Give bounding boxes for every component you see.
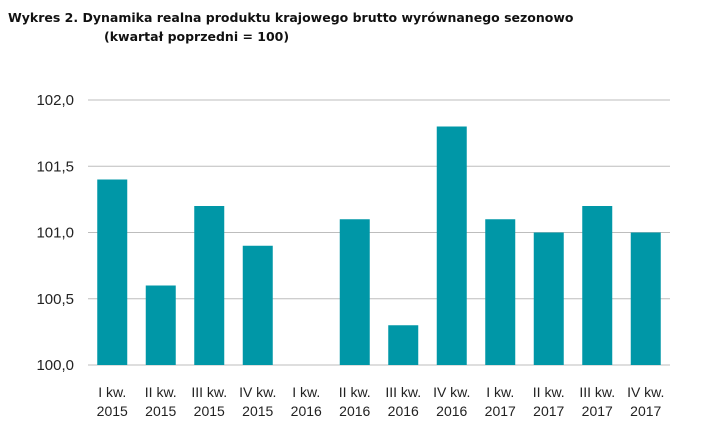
bar xyxy=(533,232,564,365)
x-tick-label-quarter: I kw. xyxy=(292,384,320,400)
bar xyxy=(388,325,419,365)
x-tick-label-quarter: III kw. xyxy=(385,384,421,400)
chart-title: Wykres 2. Dynamika realna produktu krajo… xyxy=(8,10,574,25)
x-tick-label-year: 2015 xyxy=(194,403,225,419)
x-tick-label-year: 2015 xyxy=(242,403,273,419)
x-tick-label-quarter: I kw. xyxy=(98,384,126,400)
chart-title-block: Wykres 2. Dynamika realna produktu krajo… xyxy=(8,8,573,46)
bar xyxy=(436,126,467,365)
y-tick-label: 100,0 xyxy=(36,357,74,374)
y-tick-label: 101,5 xyxy=(36,158,74,175)
x-tick-label-year: 2016 xyxy=(388,403,419,419)
bar xyxy=(582,206,613,365)
bar xyxy=(194,206,225,365)
y-tick-label: 100,5 xyxy=(36,291,74,308)
x-tick-label-year: 2016 xyxy=(339,403,370,419)
bar xyxy=(145,285,176,365)
x-tick-label-quarter: II kw. xyxy=(145,384,177,400)
bar xyxy=(242,245,273,365)
y-tick-label: 102,0 xyxy=(36,92,74,109)
x-tick-label-quarter: IV kw. xyxy=(239,384,276,400)
x-tick-label-quarter: II kw. xyxy=(339,384,371,400)
x-tick-label-quarter: III kw. xyxy=(191,384,227,400)
x-tick-label-quarter: III kw. xyxy=(579,384,615,400)
x-tick-label-year: 2017 xyxy=(630,403,661,419)
x-tick-label-year: 2017 xyxy=(582,403,613,419)
x-tick-label-quarter: II kw. xyxy=(533,384,565,400)
chart-subtitle: (kwartał poprzedni = 100) xyxy=(104,29,290,44)
x-tick-label-year: 2016 xyxy=(291,403,322,419)
x-tick-label-year: 2015 xyxy=(145,403,176,419)
x-tick-label-year: 2015 xyxy=(97,403,128,419)
x-tick-label-quarter: IV kw. xyxy=(433,384,470,400)
bar xyxy=(630,232,661,365)
y-tick-label: 101,0 xyxy=(36,225,74,242)
x-tick-label-quarter: IV kw. xyxy=(627,384,664,400)
bar xyxy=(485,219,516,365)
x-tick-label-quarter: I kw. xyxy=(486,384,514,400)
x-tick-label-year: 2017 xyxy=(485,403,516,419)
bar xyxy=(339,219,370,365)
bar xyxy=(97,179,128,365)
x-tick-label-year: 2017 xyxy=(533,403,564,419)
x-tick-label-year: 2016 xyxy=(436,403,467,419)
